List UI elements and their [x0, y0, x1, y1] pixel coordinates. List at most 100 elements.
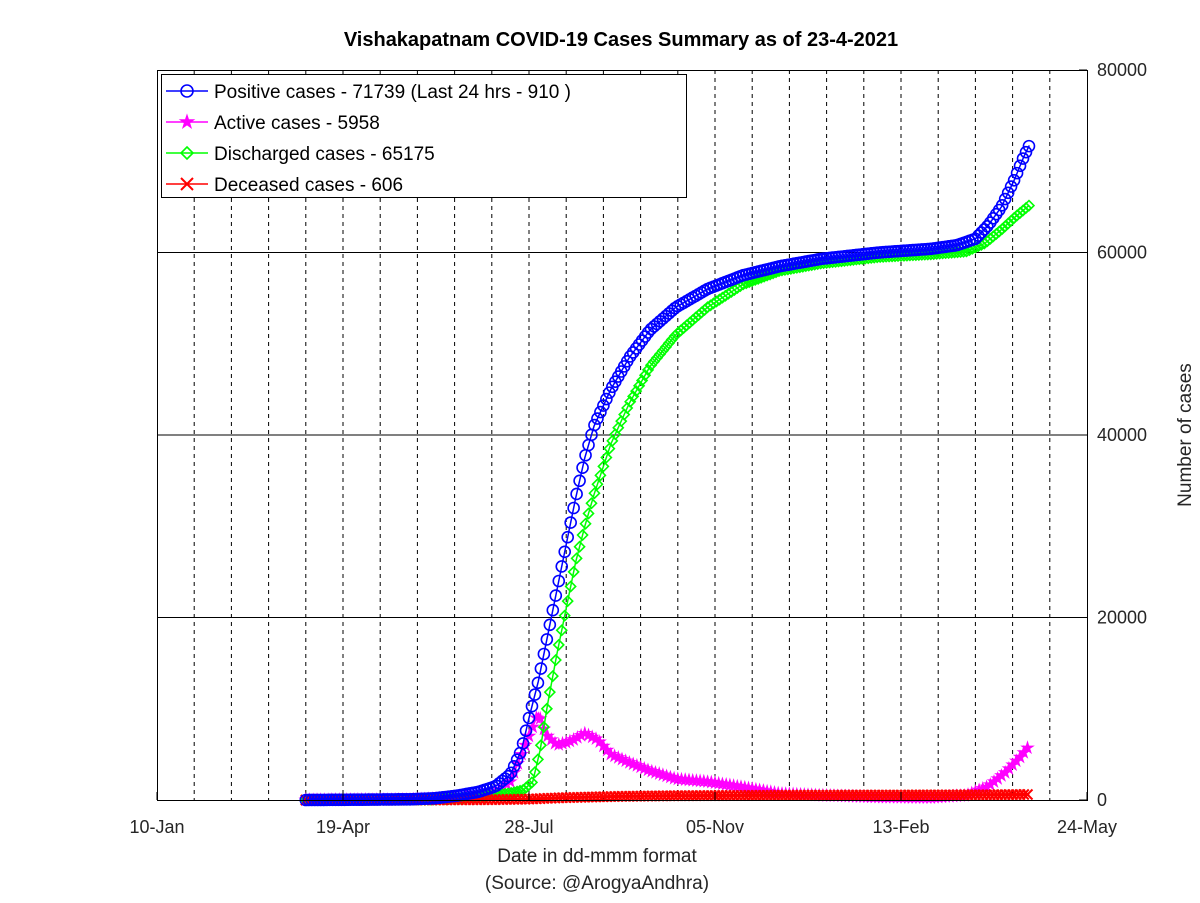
series-line-active: [305, 711, 1030, 801]
legend-label-deceased: Deceased cases - 606: [214, 175, 403, 196]
data-point-discharged: [1002, 217, 1015, 230]
data-point-discharged: [1019, 201, 1033, 215]
data-point-discharged: [996, 222, 1009, 236]
data-point-discharged: [537, 720, 551, 734]
data-point-discharged: [525, 776, 539, 789]
data-point-discharged: [540, 702, 553, 715]
data-point-positive: [597, 399, 610, 412]
data-point-discharged: [999, 220, 1012, 233]
data-point-positive: [600, 392, 613, 406]
data-point-positive: [543, 618, 557, 632]
x-tick-label: 19-Apr: [316, 817, 370, 837]
data-point-positive: [603, 386, 616, 399]
data-point-positive: [504, 766, 518, 780]
data-point-discharged: [668, 329, 681, 343]
plot-area-frame: [157, 70, 1088, 801]
y-tick-label: 40000: [1097, 425, 1147, 445]
data-point-positive: [1010, 166, 1024, 180]
data-point-discharged: [588, 487, 601, 500]
data-point-positive: [1016, 152, 1030, 165]
data-point-discharged: [561, 594, 574, 608]
data-point-discharged: [600, 451, 613, 464]
data-point-deceased: [1021, 788, 1034, 801]
legend-marker-positive: [180, 84, 194, 98]
data-point-discharged: [656, 344, 670, 357]
y-tick-label: 80000: [1097, 60, 1147, 80]
data-point-positive: [546, 603, 560, 617]
data-point-discharged: [734, 279, 747, 293]
data-point-positive: [510, 753, 524, 766]
data-point-positive: [519, 724, 533, 737]
x-tick-label: 05-Nov: [686, 817, 744, 837]
data-point-discharged: [549, 653, 562, 667]
data-point-discharged: [591, 478, 604, 491]
data-point-discharged: [659, 340, 673, 354]
series-line-discharged: [305, 204, 1030, 801]
data-point-positive: [501, 769, 515, 783]
data-point-discharged: [641, 363, 655, 377]
data-point-positive: [998, 192, 1012, 206]
data-point-discharged: [519, 781, 533, 794]
data-point-discharged: [603, 442, 616, 455]
data-point-positive: [540, 633, 554, 646]
x-tick-label: 24-May: [1057, 817, 1117, 837]
data-point-discharged: [567, 565, 580, 579]
data-point-discharged: [543, 686, 556, 699]
data-point-discharged: [522, 778, 536, 792]
data-point-positive: [1007, 173, 1021, 187]
data-point-positive: [549, 589, 563, 602]
data-point-positive: [528, 688, 542, 701]
data-point-positive: [573, 474, 586, 488]
data-point-active: [532, 711, 548, 725]
data-point-discharged: [662, 337, 676, 350]
data-point-discharged: [665, 333, 678, 346]
data-point-positive: [507, 759, 521, 773]
data-point-discharged: [570, 552, 583, 565]
data-point-positive: [1019, 145, 1033, 159]
data-point-positive: [567, 501, 580, 515]
data-point-discharged: [594, 469, 607, 482]
data-point-discharged: [644, 359, 658, 372]
data-point-positive: [570, 487, 583, 501]
legend-label-discharged: Discharged cases - 65175: [214, 144, 435, 165]
data-point-positive: [588, 418, 601, 432]
data-point-deceased: [1018, 788, 1030, 801]
y-tick-label: 20000: [1097, 608, 1147, 628]
y-axis-label: Number of cases: [1175, 363, 1196, 507]
x-tick-label: 10-Jan: [129, 817, 184, 837]
data-point-discharged: [653, 348, 667, 361]
data-point-discharged: [531, 753, 545, 766]
legend-label-active: Active cases - 5958: [214, 113, 380, 134]
data-point-discharged: [528, 766, 542, 779]
data-point-discharged: [555, 624, 568, 637]
data-point-discharged: [564, 580, 577, 593]
data-point-positive: [555, 560, 569, 573]
data-point-discharged: [582, 507, 595, 520]
legend-marker-active: [178, 113, 196, 129]
data-point-discharged: [650, 351, 664, 365]
data-point-discharged: [1004, 214, 1018, 227]
legend-marker-discharged: [179, 145, 195, 161]
legend-marker-deceased: [180, 177, 194, 191]
legend-box: [161, 74, 687, 198]
data-point-positive: [534, 662, 548, 675]
data-point-discharged: [960, 245, 973, 258]
data-point-discharged: [558, 609, 571, 622]
x-axis-source-label: (Source: @ArogyaAndhra): [485, 873, 709, 894]
data-point-positive: [1022, 139, 1036, 153]
x-tick-label: 28-Jul: [504, 817, 553, 837]
data-point-discharged: [1022, 199, 1036, 212]
y-tick-label: 0: [1097, 790, 1107, 810]
data-point-discharged: [579, 517, 592, 530]
data-point-positive: [995, 199, 1009, 212]
y-tick-label: 60000: [1097, 243, 1147, 263]
x-axis-label: Date in dd-mmm format: [497, 846, 697, 867]
data-point-discharged: [534, 739, 548, 752]
series-discharged: [299, 199, 1036, 807]
data-point-positive: [522, 711, 536, 725]
data-point-positive: [1013, 159, 1027, 173]
data-point-discharged: [546, 669, 559, 683]
data-point-discharged: [573, 540, 586, 553]
